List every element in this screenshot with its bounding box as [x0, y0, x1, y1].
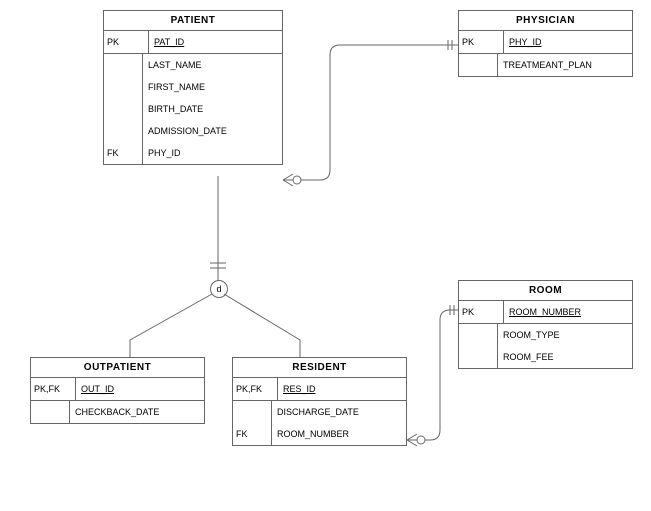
attr-label: RES_ID	[278, 378, 406, 400]
key-label	[104, 54, 142, 76]
attr-label: TREATMEANT_PLAN	[498, 54, 632, 76]
entity-patient: PATIENT PK PAT_ID FK LAST_NAME FIRST_NAM…	[103, 10, 283, 165]
attr-label: BIRTH_DATE	[143, 98, 282, 120]
entity-physician: PHYSICIAN PK PHY_ID TREATMEANT_PLAN	[458, 10, 633, 77]
key-label: PK	[459, 301, 504, 323]
attr-label: FIRST_NAME	[143, 76, 282, 98]
key-label: PK,FK	[31, 378, 76, 400]
inheritance-symbol: d	[210, 280, 228, 298]
attr-label: ROOM_TYPE	[498, 324, 632, 346]
attr-label: PHY_ID	[143, 142, 282, 164]
attr-label: DISCHARGE_DATE	[272, 401, 406, 423]
key-label	[459, 346, 497, 368]
key-label	[459, 54, 497, 76]
attr-label: PAT_ID	[149, 31, 282, 53]
key-label: PK,FK	[233, 378, 278, 400]
attr-label: ADMISSION_DATE	[143, 120, 282, 142]
key-label: PK	[459, 31, 504, 53]
entity-title: RESIDENT	[233, 358, 406, 378]
attr-label: ROOM_NUMBER	[272, 423, 406, 445]
key-label	[104, 120, 142, 142]
key-label	[104, 76, 142, 98]
attr-label: ROOM_NUMBER	[504, 301, 632, 323]
key-label: PK	[104, 31, 149, 53]
entity-room: ROOM PK ROOM_NUMBER ROOM_TYPE ROOM_FEE	[458, 280, 633, 369]
attr-label: PHY_ID	[504, 31, 632, 53]
key-label	[459, 324, 497, 346]
key-label	[233, 401, 271, 423]
entity-title: PHYSICIAN	[459, 11, 632, 31]
entity-outpatient: OUTPATIENT PK,FK OUT_ID CHECKBACK_DATE	[30, 357, 205, 424]
key-label: FK	[233, 423, 271, 445]
entity-title: PATIENT	[104, 11, 282, 31]
entity-resident: RESIDENT PK,FK RES_ID FK DISCHARGE_DATE …	[232, 357, 407, 446]
attr-label: CHECKBACK_DATE	[70, 401, 204, 423]
key-label	[31, 401, 69, 423]
attr-label: ROOM_FEE	[498, 346, 632, 368]
attr-label: LAST_NAME	[143, 54, 282, 76]
key-label: FK	[104, 142, 142, 164]
entity-title: ROOM	[459, 281, 632, 301]
entity-title: OUTPATIENT	[31, 358, 204, 378]
key-label	[104, 98, 142, 120]
attr-label: OUT_ID	[76, 378, 204, 400]
